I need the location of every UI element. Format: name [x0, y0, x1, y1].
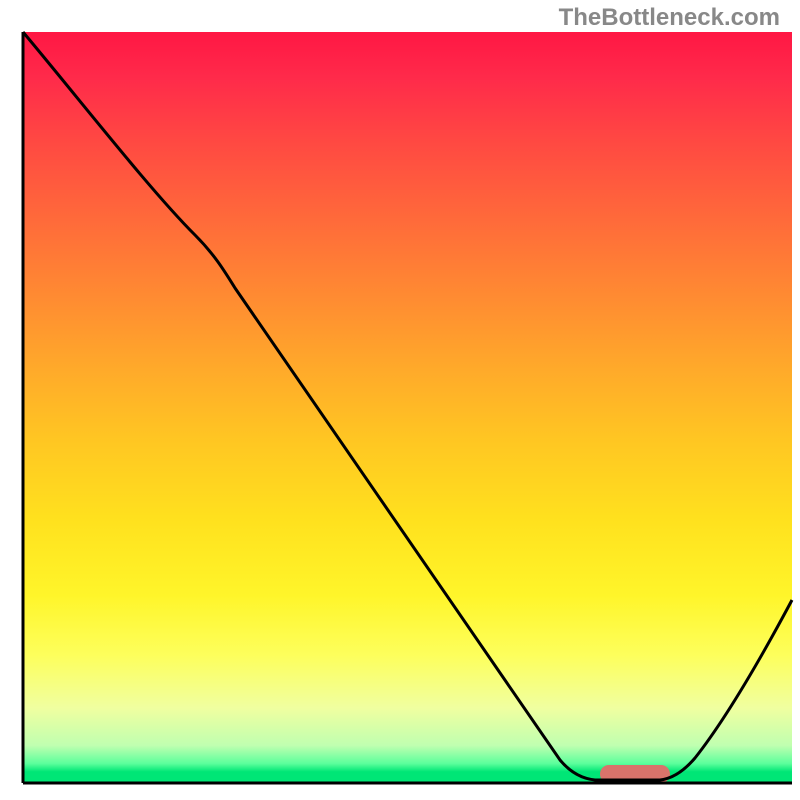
chart-container: TheBottleneck.com	[0, 0, 800, 800]
plot-background	[23, 32, 792, 783]
bottleneck-curve-chart	[0, 0, 800, 800]
watermark-text: TheBottleneck.com	[559, 4, 780, 32]
